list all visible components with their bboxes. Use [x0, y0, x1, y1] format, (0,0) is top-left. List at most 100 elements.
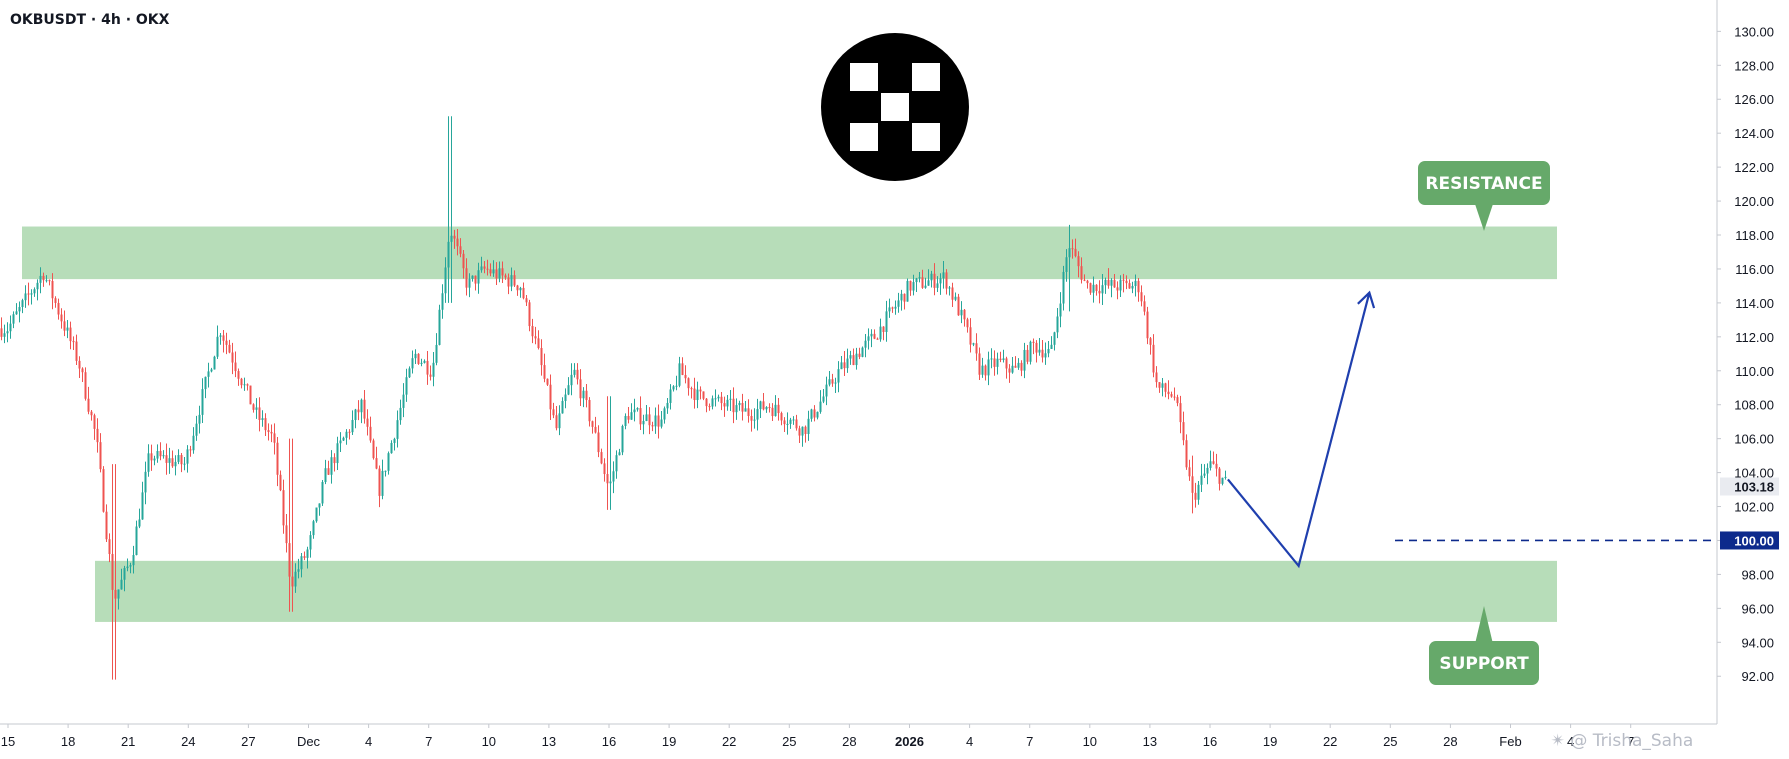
- candle-body-181: [543, 365, 546, 379]
- candle-body-0: [0, 328, 3, 337]
- candle-body-223: [669, 389, 672, 403]
- candle-body-391: [1173, 396, 1176, 398]
- candle-body-222: [666, 402, 669, 409]
- candle-body-145: [435, 344, 438, 363]
- candle-body-360: [1080, 266, 1083, 280]
- candle-body-406: [1218, 468, 1221, 484]
- resistance-bubble: [1418, 161, 1550, 205]
- candle-body-73: [219, 335, 222, 337]
- candle-body-307: [921, 277, 924, 288]
- candle-body-407: [1221, 477, 1224, 484]
- candle-body-239: [717, 396, 720, 399]
- projection-path: [1227, 292, 1371, 569]
- candle-body-102: [306, 549, 309, 558]
- candle-body-298: [894, 306, 897, 309]
- candle-body-340: [1020, 362, 1023, 371]
- bubble-layer: RESISTANCE SUPPORT: [1418, 161, 1550, 685]
- candle-body-221: [663, 408, 666, 420]
- candle-body-89: [267, 430, 270, 432]
- candle-body-263: [789, 419, 792, 424]
- candle-body-270: [810, 409, 813, 419]
- candle-body-329: [987, 359, 990, 376]
- candle-body-46: [138, 519, 141, 527]
- candle-body-367: [1101, 285, 1104, 294]
- candle-body-380: [1140, 292, 1143, 302]
- y-tick-label-7: 106.00: [1734, 432, 1774, 447]
- x-tick-label-14: 28: [842, 734, 856, 749]
- y-tick-label-16: 124.00: [1734, 126, 1774, 141]
- candle-body-163: [489, 269, 492, 274]
- x-tick-label-5: Dec: [297, 734, 321, 749]
- candle-body-60: [180, 455, 183, 465]
- candle-body-333: [999, 358, 1002, 361]
- candle-body-227: [681, 363, 684, 375]
- x-tick-label-7: 7: [425, 734, 432, 749]
- candle-body-284: [852, 355, 855, 366]
- candle-body-105: [315, 507, 318, 522]
- candle-body-10: [30, 293, 33, 295]
- candle-body-369: [1107, 279, 1110, 286]
- x-tick-label-27: 7: [1627, 734, 1634, 749]
- candle-body-61: [183, 463, 186, 465]
- candle-body-295: [885, 311, 888, 332]
- y-tick-label-5: 102.00: [1734, 500, 1774, 515]
- candle-body-330: [990, 358, 993, 360]
- candle-body-34: [102, 469, 105, 512]
- x-tick-label-19: 13: [1143, 734, 1157, 749]
- candle-body-372: [1116, 287, 1119, 291]
- candle-body-75: [225, 340, 228, 345]
- candle-body-100: [300, 556, 303, 570]
- candle-body-322: [966, 319, 969, 328]
- candle-body-199: [597, 432, 600, 453]
- candle-body-62: [186, 449, 189, 464]
- price-axis[interactable]: 92.0094.0096.0098.00100.00102.00104.0010…: [1717, 24, 1779, 684]
- x-tick-label-13: 25: [782, 734, 796, 749]
- candle-body-3: [9, 323, 12, 332]
- candle-body-247: [741, 402, 744, 412]
- candle-body-5: [15, 311, 18, 315]
- candle-body-186: [558, 413, 561, 429]
- candle-body-300: [900, 293, 903, 301]
- candle-body-137: [411, 358, 414, 369]
- candle-body-258: [774, 404, 777, 417]
- level-price-label: 100.00: [1734, 533, 1774, 548]
- candle-body-184: [552, 409, 555, 416]
- candle-body-164: [492, 269, 495, 274]
- zone-support: [95, 560, 1557, 622]
- candle-body-266: [798, 428, 801, 436]
- time-axis[interactable]: 15 18 21 24 27 Dec 4 7 10 13 16 19 22 25 28 2026 4 7 10 13 1…: [1, 724, 1635, 749]
- support-callout: SUPPORT: [1429, 606, 1539, 685]
- candle-body-161: [483, 266, 486, 269]
- x-tick-label-0: 15: [1, 734, 15, 749]
- y-tick-label-8: 108.00: [1734, 398, 1774, 413]
- candle-body-198: [594, 426, 597, 433]
- candle-body-356: [1068, 248, 1071, 258]
- last-price-label: 103.18: [1734, 480, 1774, 495]
- candle-body-129: [387, 453, 390, 471]
- candle-body-267: [801, 426, 804, 436]
- candle-body-236: [708, 406, 711, 408]
- candle-body-259: [777, 404, 780, 414]
- candle-body-339: [1017, 362, 1020, 368]
- last-price-tag: [1720, 477, 1779, 496]
- candle-body-13: [39, 275, 42, 283]
- candle-body-397: [1191, 476, 1194, 493]
- candle-body-332: [996, 358, 999, 367]
- candle-body-160: [480, 266, 483, 271]
- candle-body-354: [1062, 271, 1065, 304]
- candle-body-268: [804, 426, 807, 434]
- candle-body-26: [78, 360, 81, 369]
- candle-body-317: [951, 287, 954, 300]
- candle-body-210: [630, 412, 633, 420]
- candle-body-395: [1185, 440, 1188, 468]
- candle-body-38: [114, 589, 117, 599]
- candle-body-254: [762, 401, 765, 410]
- candle-body-103: [309, 535, 312, 550]
- candle-body-85: [255, 407, 258, 410]
- candle-body-173: [519, 287, 522, 291]
- candle-body-229: [687, 378, 690, 389]
- support-pointer: [1475, 606, 1493, 644]
- candle-body-378: [1134, 280, 1137, 287]
